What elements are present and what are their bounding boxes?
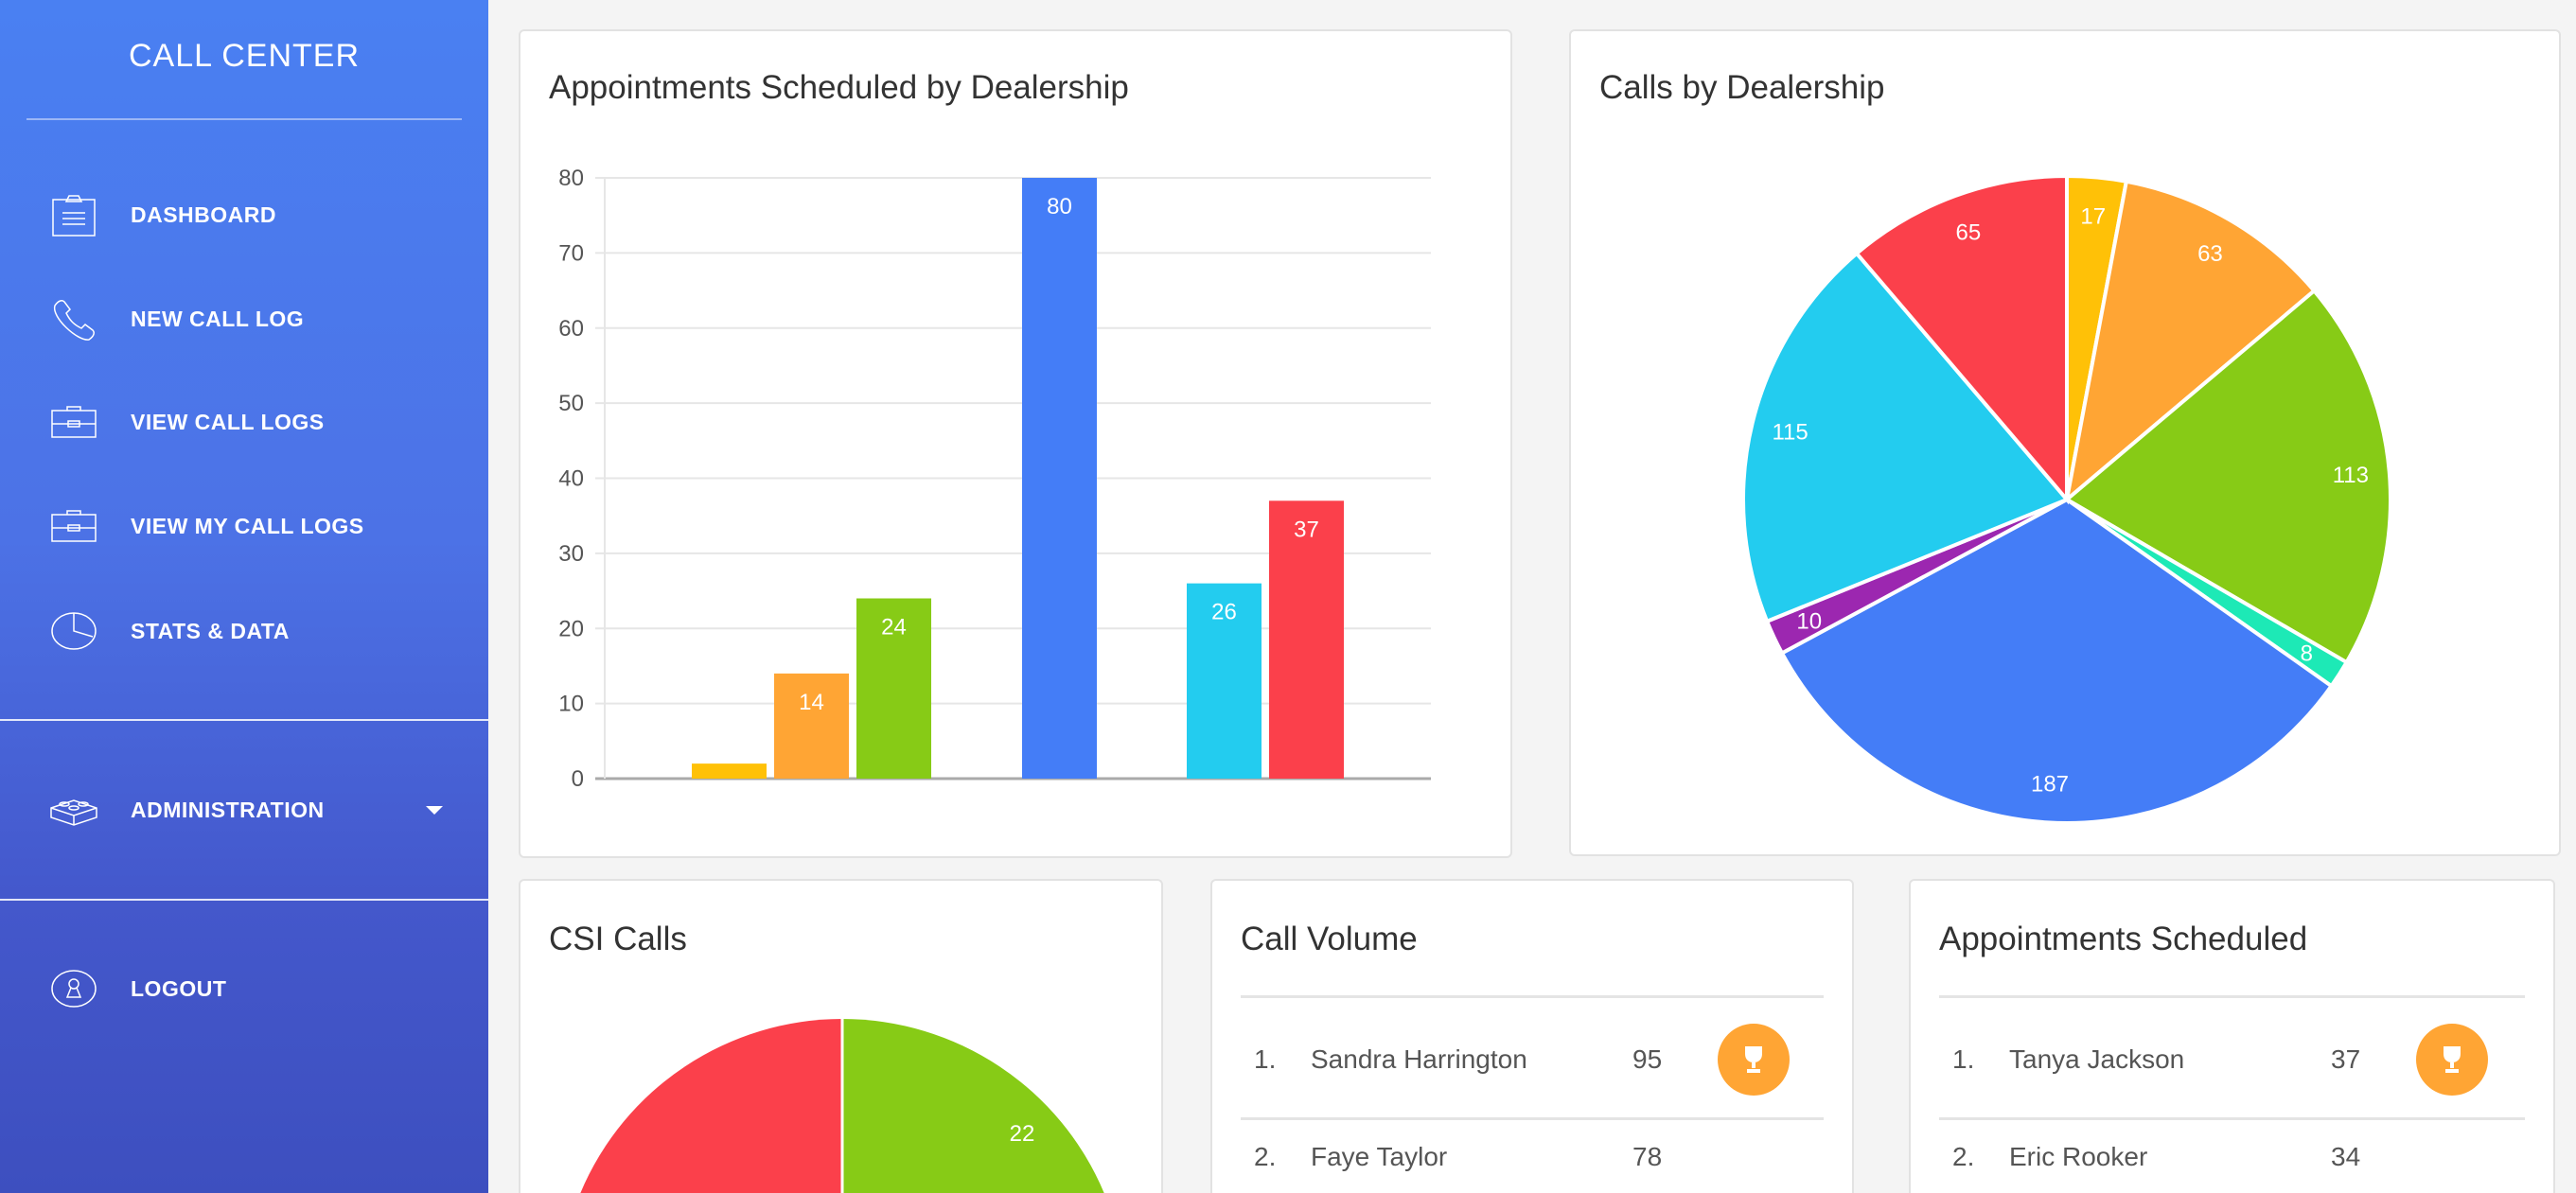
blocks-icon [50,799,97,826]
divider [1939,995,2525,998]
pie-slice [2063,288,2392,665]
bar-value-label: 37 [1294,517,1319,542]
y-tick-label: 40 [558,466,584,492]
bar-value-label: 24 [881,615,907,640]
agent-name: Tanya Jackson [2009,1044,2185,1074]
count: 95 [1632,1044,1663,1074]
sidebar-item-label: VIEW MY CALL LOGS [131,513,364,538]
y-tick-label: 70 [558,240,584,266]
sidebar-item-view-call-logs[interactable]: VIEW CALL LOGS [0,389,488,455]
agent-name: Faye Taylor [1311,1142,1448,1171]
count: 37 [2331,1044,2361,1074]
y-tick-label: 50 [558,391,584,416]
bar-value-label: 26 [1211,600,1237,625]
bar [1269,500,1344,779]
pie-value-label: 17 [2080,203,2106,229]
bar-chart: 0 10 20 30 40 50 60 70 80 14 24 80 26 37 [558,166,1431,792]
bar [774,673,849,779]
bar-value-label: 80 [1047,194,1072,219]
agent-name: Eric Rooker [2009,1142,2148,1171]
bar [692,763,767,779]
count: 34 [2331,1142,2361,1171]
sidebar-item-stats-data[interactable]: STATS & DATA [0,598,488,664]
y-tick-label: 0 [572,766,584,792]
divider [0,899,488,901]
pie-slice [1854,173,2069,505]
sidebar-item-label: VIEW CALL LOGS [131,409,325,434]
pie-value-label: 8 [2301,641,2313,667]
divider [0,719,488,721]
bar-value-label: 14 [799,690,824,715]
sidebar-item-administration[interactable]: ADMINISTRATION [0,777,488,843]
pie-slice [1741,251,2071,624]
divider [1241,1117,1824,1120]
sidebar-item-label: DASHBOARD [131,202,276,227]
sidebar-item-label: STATS & DATA [131,618,290,643]
sidebar-item-new-call-log[interactable]: NEW CALL LOG [0,286,488,352]
divider [1241,995,1824,998]
pie-value-label: 115 [1772,420,1808,446]
pie-value-label: 10 [1796,608,1822,634]
rank: 1. [1254,1044,1277,1074]
sidebar-item-logout[interactable]: LOGOUT [0,956,488,1022]
app-title: CALL CENTER [128,38,361,74]
pie-chart: 22 [580,1019,1104,1193]
pie-value-label: 65 [1956,220,1982,246]
count: 78 [1632,1142,1663,1171]
y-tick-label: 80 [558,166,584,191]
sidebar-item-label: NEW CALL LOG [131,306,305,331]
bar [1022,178,1097,779]
keyhole-icon [51,970,97,1008]
leaderboard-row: 2. Faye Taylor 78 [1241,1123,1824,1191]
sidebar: CALL CENTER DASHBOARD NEW CALL LOG VIEW … [0,0,488,1193]
chevron-down-icon[interactable] [426,805,443,815]
pie-chart: 17 63 113 8 187 10 115 65 [1741,173,2392,825]
trophy-icon [2416,1024,2488,1096]
appointments-scheduled-card: Appointments Scheduled 1. Tanya Jackson … [1909,879,2555,1193]
y-tick-label: 30 [558,541,584,567]
pie-chart-icon [51,612,97,650]
bar [1187,583,1262,779]
agent-name: Sandra Harrington [1311,1044,1527,1074]
briefcase-icon [51,406,97,438]
divider [26,118,462,120]
y-tick-label: 20 [558,616,584,641]
card-title: CSI Calls [549,921,687,957]
rank: 2. [1254,1142,1277,1171]
y-tick-label: 60 [558,316,584,342]
sidebar-item-dashboard[interactable]: DASHBOARD [0,182,488,248]
card-title: Call Volume [1241,921,1418,957]
trophy-icon [1718,1024,1790,1096]
pie-value-label: 22 [1010,1121,1035,1147]
leaderboard-row: 1. Sandra Harrington 95 [1241,1008,1824,1112]
pie-value-label: 187 [2031,771,2069,797]
pie-slice [580,1019,842,1193]
clipboard-icon [52,195,96,237]
appointments-by-dealership-card: Appointments Scheduled by Dealership 0 10… [519,29,1512,858]
sidebar-item-label: LOGOUT [131,975,227,1001]
card-title: Appointments Scheduled by Dealership [549,69,1129,106]
pie-slice [842,1019,1104,1193]
y-tick-label: 10 [558,692,584,717]
csi-calls-card: CSI Calls 22 [519,879,1163,1193]
leaderboard-row: 1. Tanya Jackson 37 [1939,1008,2525,1112]
pie-value-label: 113 [2333,463,2369,488]
rank: 2. [1952,1142,1975,1171]
calls-by-dealership-card: Calls by Dealership 17 63 113 8 187 10 115 65 [1569,29,2561,856]
card-title: Calls by Dealership [1599,69,1885,106]
phone-icon [54,300,95,341]
bar [856,598,931,779]
pie-value-label: 63 [2197,241,2223,267]
rank: 1. [1952,1044,1975,1074]
leaderboard-row: 2. Eric Rooker 34 [1939,1123,2525,1191]
sidebar-item-view-my-call-logs[interactable]: VIEW MY CALL LOGS [0,493,488,559]
sidebar-item-label: ADMINISTRATION [131,797,325,822]
card-title: Appointments Scheduled [1939,921,2308,957]
briefcase-icon [51,510,97,542]
pie-slice [2064,179,2318,505]
call-volume-card: Call Volume 1. Sandra Harrington 95 2. F… [1210,879,1854,1193]
divider [1939,1117,2525,1120]
